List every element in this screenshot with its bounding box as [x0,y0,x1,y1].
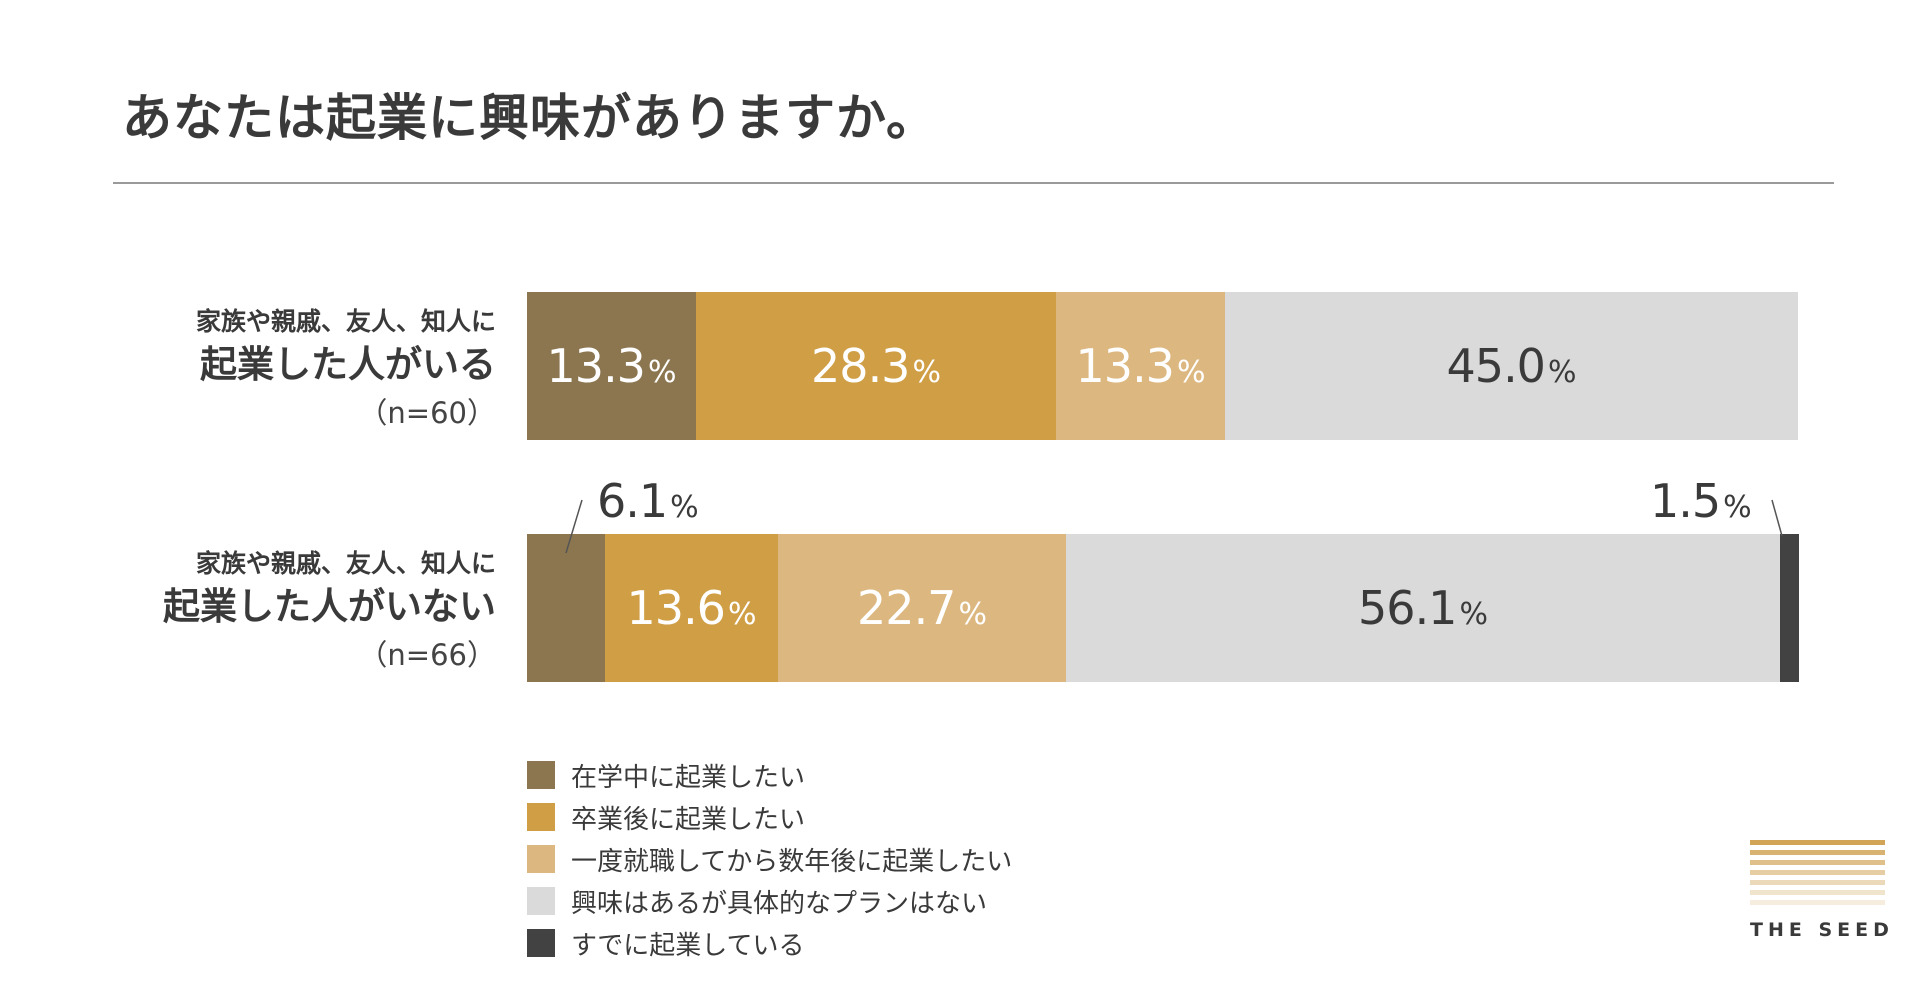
bar-segment: 56.1% [1066,534,1780,682]
bar-segment: 13.3% [1056,292,1225,440]
logo-stripe [1750,890,1885,895]
percent-sign: % [1176,355,1206,390]
title-divider [113,182,1834,184]
legend-item: 興味はあるが具体的なプランはない [527,880,1012,922]
bar-segment: 28.3% [696,292,1056,440]
value-number: 45.0 [1446,339,1546,393]
row-label-line1: 家族や親戚、友人、知人に [195,549,496,578]
legend-item: 一度就職してから数年後に起業したい [527,838,1012,880]
bar-segment [1780,534,1799,682]
logo-stripe [1750,900,1885,905]
value-number: 13.3 [546,339,646,393]
legend-item: 在学中に起業したい [527,754,1012,796]
row-label-line2: 起業した人がいない [163,585,496,628]
value-number: 56.1 [1358,581,1457,635]
value-label: 28.3% [811,339,941,393]
row-label-without-entrepreneur: 家族や親戚、友人、知人に 起業した人がいない （n=66） [163,547,496,677]
bar-segment [527,534,605,682]
bar-segment: 13.6% [605,534,778,682]
row-label-with-entrepreneur: 家族や親戚、友人、知人に 起業した人がいる （n=60） [196,305,496,435]
value-number: 22.7 [857,581,956,635]
value-number: 13.3 [1075,339,1175,393]
legend-swatch [527,887,555,915]
percent-sign: % [727,597,757,632]
legend-swatch [527,761,555,789]
leader-line-already [1771,499,1783,537]
legend-swatch [527,803,555,831]
legend-item: すでに起業している [527,922,1012,964]
legend-label: 一度就職してから数年後に起業したい [571,846,1013,877]
legend-swatch [527,845,555,873]
value-number: 28.3 [811,339,910,393]
logo-stripe [1750,850,1885,855]
percent-sign: % [912,355,941,390]
value-label: 1.5% [1650,474,1752,528]
legend-swatch [527,929,555,957]
legend-label: 興味はあるが具体的なプランはない [571,888,988,919]
value-number: 13.6 [626,581,726,635]
legend-label: 卒業後に起業したい [571,804,806,835]
row-sample-size: （n=60） [358,396,496,430]
chart-title: あなたは起業に興味がありますか。 [122,89,937,147]
the-seed-logo: THE SEED [1750,840,1894,941]
logo-text: THE SEED [1750,919,1894,941]
row-sample-size: （n=66） [358,638,496,672]
legend-item: 卒業後に起業したい [527,796,1012,838]
value-number: 6.1 [597,474,668,528]
bar-segment: 22.7% [778,534,1066,682]
stacked-bar-with-entrepreneur: 13.3% 28.3% 13.3% 45.0% [527,292,1799,440]
value-number: 1.5 [1650,474,1721,528]
value-label: 13.6% [627,581,757,635]
bar-segment: 13.3% [527,292,696,440]
value-label: 6.1% [597,474,699,528]
logo-stripe [1750,870,1885,875]
percent-sign: % [1547,355,1577,390]
logo-stripe [1750,880,1885,885]
percent-sign: % [647,355,677,390]
row-label-line2: 起業した人がいる [200,343,496,386]
logo-stripe [1750,860,1885,865]
bar-segment: 45.0% [1225,292,1798,440]
value-label: 13.3% [1076,339,1206,393]
value-label: 22.7% [857,581,987,635]
percent-sign: % [958,597,987,632]
percent-sign: % [1723,490,1752,525]
logo-stripe [1750,840,1885,845]
legend-label: 在学中に起業したい [571,762,806,793]
value-label: 13.3% [547,339,677,393]
row-label-line1: 家族や親戚、友人、知人に [195,307,496,336]
stacked-bar-without-entrepreneur: 13.6% 22.7% 56.1% [527,534,1799,682]
percent-sign: % [1459,597,1488,632]
value-label: 45.0% [1447,339,1577,393]
legend-label: すでに起業している [571,930,805,961]
percent-sign: % [670,490,699,525]
value-label: 56.1% [1358,581,1488,635]
legend: 在学中に起業したい 卒業後に起業したい 一度就職してから数年後に起業したい 興味… [527,754,1012,964]
